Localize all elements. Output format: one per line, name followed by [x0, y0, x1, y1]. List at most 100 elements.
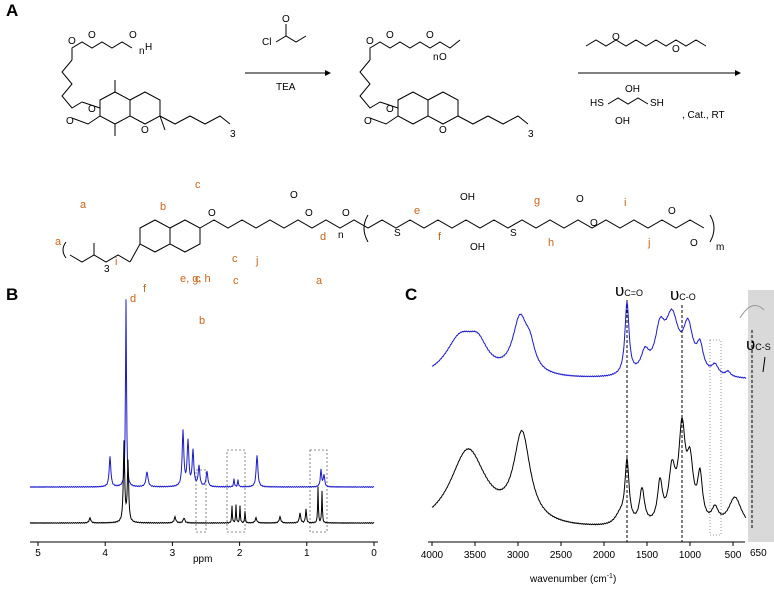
- assignment: c: [232, 253, 238, 265]
- assignment: c: [195, 273, 201, 285]
- peak-label: i: [115, 256, 117, 268]
- atom-label: O: [612, 32, 620, 43]
- atom-label: O: [129, 30, 137, 41]
- atom-label: 3: [104, 264, 110, 275]
- assignment: i: [624, 197, 626, 209]
- atom-label: m: [716, 242, 724, 253]
- atom-label: O: [386, 30, 394, 41]
- arrow-head: [735, 70, 741, 76]
- atom-label: n: [338, 230, 344, 241]
- assignment: j: [647, 237, 650, 249]
- atom-label: 3: [528, 129, 534, 140]
- x-tick-label: 4000: [421, 550, 444, 561]
- assignment: f: [438, 231, 442, 243]
- atom-label: O: [88, 104, 96, 115]
- atom-label: O: [426, 30, 434, 41]
- assignment: e: [414, 205, 420, 217]
- peak-label: j: [255, 255, 258, 267]
- pointer: [762, 356, 766, 373]
- peak-label: d: [130, 293, 136, 305]
- assignment: a: [80, 199, 87, 211]
- atom-label: O: [590, 218, 598, 229]
- atom-label: O: [366, 36, 374, 47]
- highlight-box: [195, 469, 207, 533]
- x-tick-label: 3500: [464, 550, 487, 561]
- x-tick-label: 3: [170, 548, 176, 559]
- x-tick-label: 4: [102, 548, 108, 559]
- atom-label: OH: [470, 242, 485, 253]
- x-tick-label: 3000: [507, 550, 530, 561]
- product: a a 3 b c c c O O O O n d S e OH f OH S …: [55, 179, 724, 285]
- atom-label: n: [139, 46, 145, 57]
- highlight-box: [226, 449, 246, 533]
- atom-label: O: [439, 52, 447, 63]
- atom-label: O: [690, 238, 698, 249]
- spectrum-black: [29, 440, 375, 525]
- atom-label: H: [145, 42, 152, 53]
- atom-label: O: [576, 194, 584, 205]
- atom-label: HS: [590, 98, 604, 109]
- assignment: h: [548, 237, 554, 249]
- assignment: d: [320, 231, 326, 243]
- band-label: υC-O: [670, 285, 696, 304]
- x-tick-label: 2500: [550, 550, 573, 561]
- assignment: a: [55, 236, 62, 248]
- atom-label: O: [66, 116, 74, 127]
- atom-label: O: [439, 125, 447, 136]
- ir-spectrum-blue: [431, 301, 747, 379]
- atom-label: S: [394, 228, 401, 239]
- x-tick-label: 2: [237, 548, 243, 559]
- panel-label: B: [6, 285, 18, 304]
- atom-label: OH: [460, 192, 475, 203]
- atom-label: S: [510, 228, 517, 239]
- x-axis-label: wavenumber (cm-1): [529, 573, 616, 585]
- atom-label: O: [668, 206, 676, 217]
- molecule-2: O O O n O O O O 3: [359, 30, 534, 140]
- atom-label: O: [672, 44, 680, 55]
- reagents-2: O O HS OH OH SH , Cat., RT: [578, 32, 741, 127]
- atom-label: O: [88, 30, 96, 41]
- peak-label: a: [316, 275, 323, 287]
- panel-label: A: [6, 1, 18, 20]
- zoom-arrow: [739, 305, 765, 319]
- x-tick-label: 1000: [679, 550, 702, 561]
- atom-label: O: [141, 125, 149, 136]
- atom-label: O: [282, 14, 290, 25]
- band-label: υC=O: [615, 281, 643, 300]
- peak-label: b: [199, 315, 205, 327]
- x-tick-label: 5: [35, 548, 41, 559]
- atom-label: OH: [625, 84, 640, 95]
- x-tick-label: 2000: [593, 550, 616, 561]
- x-tick-label: 1: [304, 548, 310, 559]
- band-label: υC-S: [746, 335, 771, 354]
- x-tick-label: 500: [725, 550, 742, 561]
- highlight-box: [709, 339, 722, 536]
- peak-label: f: [143, 283, 147, 295]
- panel-label: C: [405, 285, 417, 304]
- assignment: b: [160, 201, 166, 213]
- atom-label: O: [290, 190, 298, 201]
- atom-label: SH: [650, 98, 664, 109]
- peak-label: e, g, h: [180, 273, 211, 285]
- spectrum-blue: [29, 299, 375, 489]
- arrow-head: [325, 70, 331, 76]
- assignment: c: [195, 179, 201, 191]
- highlight-box: [309, 449, 328, 533]
- atom-label: O: [364, 116, 372, 127]
- atom-label: n: [433, 52, 439, 63]
- x-axis-label: ppm: [193, 554, 212, 565]
- atom-label: O: [208, 208, 216, 219]
- peak-label: c: [233, 275, 239, 287]
- atom-label: 3: [230, 129, 236, 140]
- molecule-1: O O O n H O O O 3: [61, 30, 236, 140]
- conditions-label: , Cat., RT: [682, 110, 725, 121]
- reagent-acryloyl-chloride: Cl O TEA: [245, 14, 331, 93]
- atom-label: O: [386, 104, 394, 115]
- ir-spectrum-black: [431, 416, 747, 526]
- atom-label: Cl: [262, 37, 271, 48]
- atom-label: O: [305, 208, 313, 219]
- inset-tick-label: 650: [750, 548, 767, 559]
- atom-label: OH: [615, 116, 630, 127]
- x-tick-label: 1500: [636, 550, 659, 561]
